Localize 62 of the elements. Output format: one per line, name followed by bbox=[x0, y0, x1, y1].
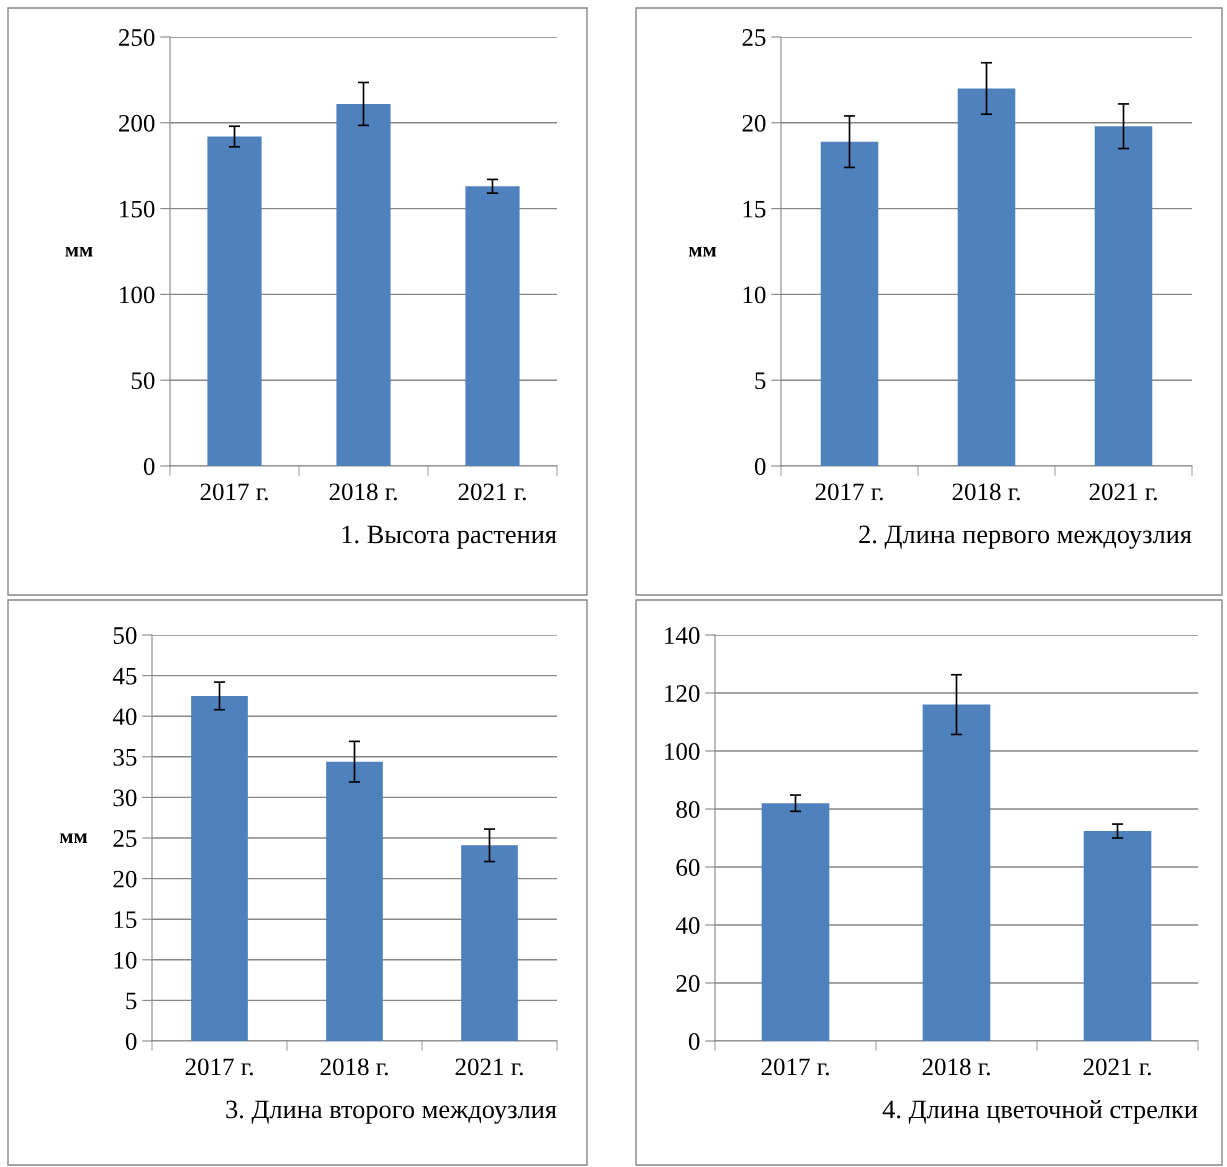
bar bbox=[465, 186, 520, 466]
bar bbox=[191, 695, 248, 1041]
y-tick-label: 0 bbox=[688, 1033, 700, 1050]
bar bbox=[761, 803, 830, 1041]
x-tick-label: 2017 г. bbox=[200, 483, 268, 501]
x-axis-title: 1. Высота растения bbox=[342, 525, 557, 549]
y-tick-label: 40 bbox=[675, 917, 700, 934]
x-tick-label: 2018 г. bbox=[320, 1058, 388, 1076]
y-axis-title: мм bbox=[688, 246, 717, 257]
y-tick-label: 20 bbox=[676, 975, 700, 992]
y-axis-title: мм bbox=[59, 833, 88, 844]
bar bbox=[1094, 126, 1153, 466]
y-tick-label: 20 bbox=[113, 870, 137, 888]
y-tick-label: 200 bbox=[119, 114, 155, 132]
y-tick-label: 25 bbox=[742, 29, 766, 46]
bar bbox=[820, 141, 879, 466]
y-tick-label: 5 bbox=[126, 992, 137, 1010]
x-axis-title: 4. Длина цветочной стрелки bbox=[882, 1100, 1198, 1124]
x-axis-title: 2. Длина первого междоузлия bbox=[859, 525, 1192, 549]
y-tick-label: 5 bbox=[755, 372, 766, 390]
y-tick-label: 10 bbox=[114, 951, 137, 969]
bar bbox=[957, 88, 1016, 466]
y-axis-title: мм bbox=[65, 246, 93, 257]
y-tick-label: 100 bbox=[120, 286, 155, 304]
y-tick-label: 30 bbox=[113, 789, 137, 807]
y-tick-label: 50 bbox=[131, 372, 155, 390]
y-tick-label: 60 bbox=[676, 859, 700, 876]
y-tick-label: 120 bbox=[665, 685, 700, 702]
x-tick-label: 2021 г. bbox=[455, 1058, 523, 1076]
x-tick-label: 2018 г. bbox=[952, 483, 1020, 501]
bar bbox=[336, 103, 391, 466]
y-tick-label: 0 bbox=[754, 458, 766, 475]
y-tick-label: 15 bbox=[743, 200, 766, 218]
y-tick-label: 100 bbox=[665, 743, 700, 760]
y-tick-label: 25 bbox=[113, 830, 137, 847]
y-tick-label: 80 bbox=[676, 801, 700, 818]
x-tick-label: 2021 г. bbox=[1083, 1058, 1151, 1076]
y-tick-label: 0 bbox=[125, 1033, 137, 1050]
x-tick-label: 2021 г. bbox=[458, 483, 526, 501]
y-tick-label: 0 bbox=[143, 458, 155, 475]
x-tick-label: 2018 г. bbox=[922, 1058, 990, 1076]
y-tick-label: 140 bbox=[665, 627, 700, 644]
x-tick-label: 2017 г. bbox=[761, 1058, 829, 1076]
y-tick-label: 45 bbox=[112, 667, 137, 685]
y-tick-label: 35 bbox=[113, 748, 137, 766]
x-axis-title: 3. Длина второго междоузлия bbox=[226, 1100, 557, 1124]
bar bbox=[461, 845, 518, 1041]
y-tick-label: 150 bbox=[120, 200, 155, 218]
bar bbox=[922, 704, 991, 1041]
x-tick-label: 2017 г. bbox=[815, 483, 883, 501]
y-tick-label: 50 bbox=[113, 627, 137, 644]
bar bbox=[326, 761, 383, 1041]
y-tick-label: 40 bbox=[112, 708, 137, 726]
x-tick-label: 2018 г. bbox=[329, 483, 397, 501]
bar bbox=[1083, 831, 1152, 1041]
y-tick-label: 20 bbox=[742, 114, 766, 132]
x-tick-label: 2017 г. bbox=[185, 1058, 253, 1076]
y-tick-label: 10 bbox=[743, 286, 766, 304]
y-tick-label: 250 bbox=[119, 29, 155, 46]
x-tick-label: 2021 г. bbox=[1089, 483, 1157, 501]
y-tick-label: 15 bbox=[114, 911, 137, 929]
bar bbox=[207, 136, 262, 466]
